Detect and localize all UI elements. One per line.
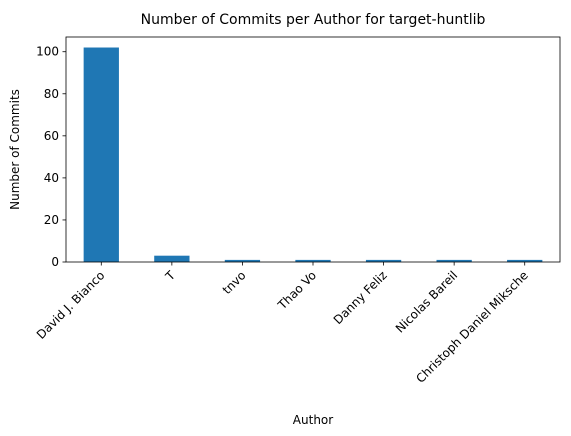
y-axis-ticks: 0 20 40 60 80 100 (36, 45, 66, 269)
bar-nicolas-bareil (436, 259, 472, 262)
x-tick-label: tnvo (220, 268, 249, 297)
plot-frame (65, 36, 561, 263)
x-tick-label: Danny Feliz (331, 268, 390, 327)
bar-christoph-daniel-miksche (507, 259, 543, 262)
x-tick-label: Christoph Daniel Miksche (413, 268, 530, 385)
y-tick-label: 0 (51, 255, 59, 269)
bar-danny-feliz (365, 259, 402, 262)
y-tick-label: 100 (36, 45, 59, 59)
x-tick-label: T (162, 268, 178, 284)
x-tick-label: David J. Bianco (34, 268, 108, 342)
y-tick-label: 80 (44, 87, 59, 101)
bar-t (154, 255, 190, 262)
bar-david-j-bianco (83, 47, 119, 262)
chart-title: Number of Commits per Author for target-… (141, 12, 486, 28)
x-axis-title: Author (293, 413, 333, 427)
bar-thao-vo (295, 259, 331, 262)
bars-layer (83, 47, 543, 262)
x-tick-label: Thao Vo (275, 268, 320, 313)
x-tick-label: Nicolas Bareil (393, 268, 460, 335)
y-tick-label: 20 (44, 213, 59, 227)
y-tick-label: 40 (44, 171, 59, 185)
y-tick-label: 60 (44, 129, 59, 143)
y-axis-title: Number of Commits (8, 89, 22, 210)
bar-tnvo (224, 259, 261, 262)
